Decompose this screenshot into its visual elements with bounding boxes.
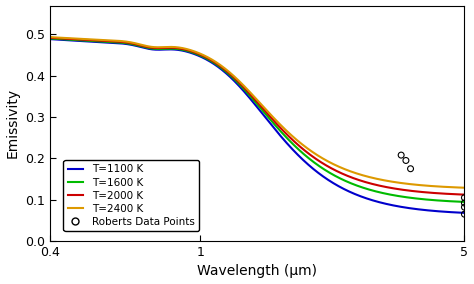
T=1100 K xyxy=(47,37,53,41)
Line: T=2000 K: T=2000 K xyxy=(50,38,465,195)
T=2000 K xyxy=(462,193,467,196)
T=1600 K xyxy=(462,200,467,204)
T=1100 K xyxy=(449,210,455,214)
Legend: T=1100 K, T=1600 K, T=2000 K, T=2400 K, Roberts Data Points: T=1100 K, T=1600 K, T=2000 K, T=2400 K, … xyxy=(64,160,199,231)
Point xyxy=(461,195,468,200)
T=2000 K xyxy=(449,192,455,196)
T=2000 K xyxy=(237,82,243,85)
T=2000 K xyxy=(47,36,53,39)
T=2400 K xyxy=(449,185,455,189)
Y-axis label: Emissivity: Emissivity xyxy=(6,88,19,158)
T=1600 K xyxy=(449,200,455,203)
T=2400 K xyxy=(449,185,455,189)
T=1100 K xyxy=(462,211,467,215)
T=2400 K xyxy=(249,92,255,95)
T=1100 K xyxy=(249,99,255,102)
T=1100 K xyxy=(237,86,243,89)
T=2000 K xyxy=(374,183,379,187)
T=1100 K xyxy=(68,39,74,42)
Point xyxy=(461,212,468,216)
X-axis label: Wavelength (μm): Wavelength (μm) xyxy=(197,264,317,278)
T=2000 K xyxy=(68,37,74,41)
T=2400 K xyxy=(462,186,467,189)
T=1600 K xyxy=(374,190,379,193)
T=1600 K xyxy=(47,37,53,40)
Line: T=2400 K: T=2400 K xyxy=(50,37,465,188)
T=1600 K xyxy=(237,84,243,87)
Line: T=1100 K: T=1100 K xyxy=(50,39,465,213)
T=1600 K xyxy=(68,38,74,41)
T=2000 K xyxy=(449,192,455,196)
T=1100 K xyxy=(449,210,455,214)
Point xyxy=(461,201,468,205)
T=2400 K xyxy=(47,36,53,39)
Line: T=1600 K: T=1600 K xyxy=(50,38,465,202)
T=2400 K xyxy=(374,177,379,180)
Point xyxy=(397,153,405,157)
T=1600 K xyxy=(449,200,455,203)
T=2400 K xyxy=(237,81,243,84)
T=2000 K xyxy=(249,94,255,97)
T=2400 K xyxy=(68,37,74,40)
T=1100 K xyxy=(374,200,379,203)
Point xyxy=(461,205,468,209)
Point xyxy=(402,158,410,163)
Point xyxy=(407,166,414,171)
T=1600 K xyxy=(249,96,255,99)
